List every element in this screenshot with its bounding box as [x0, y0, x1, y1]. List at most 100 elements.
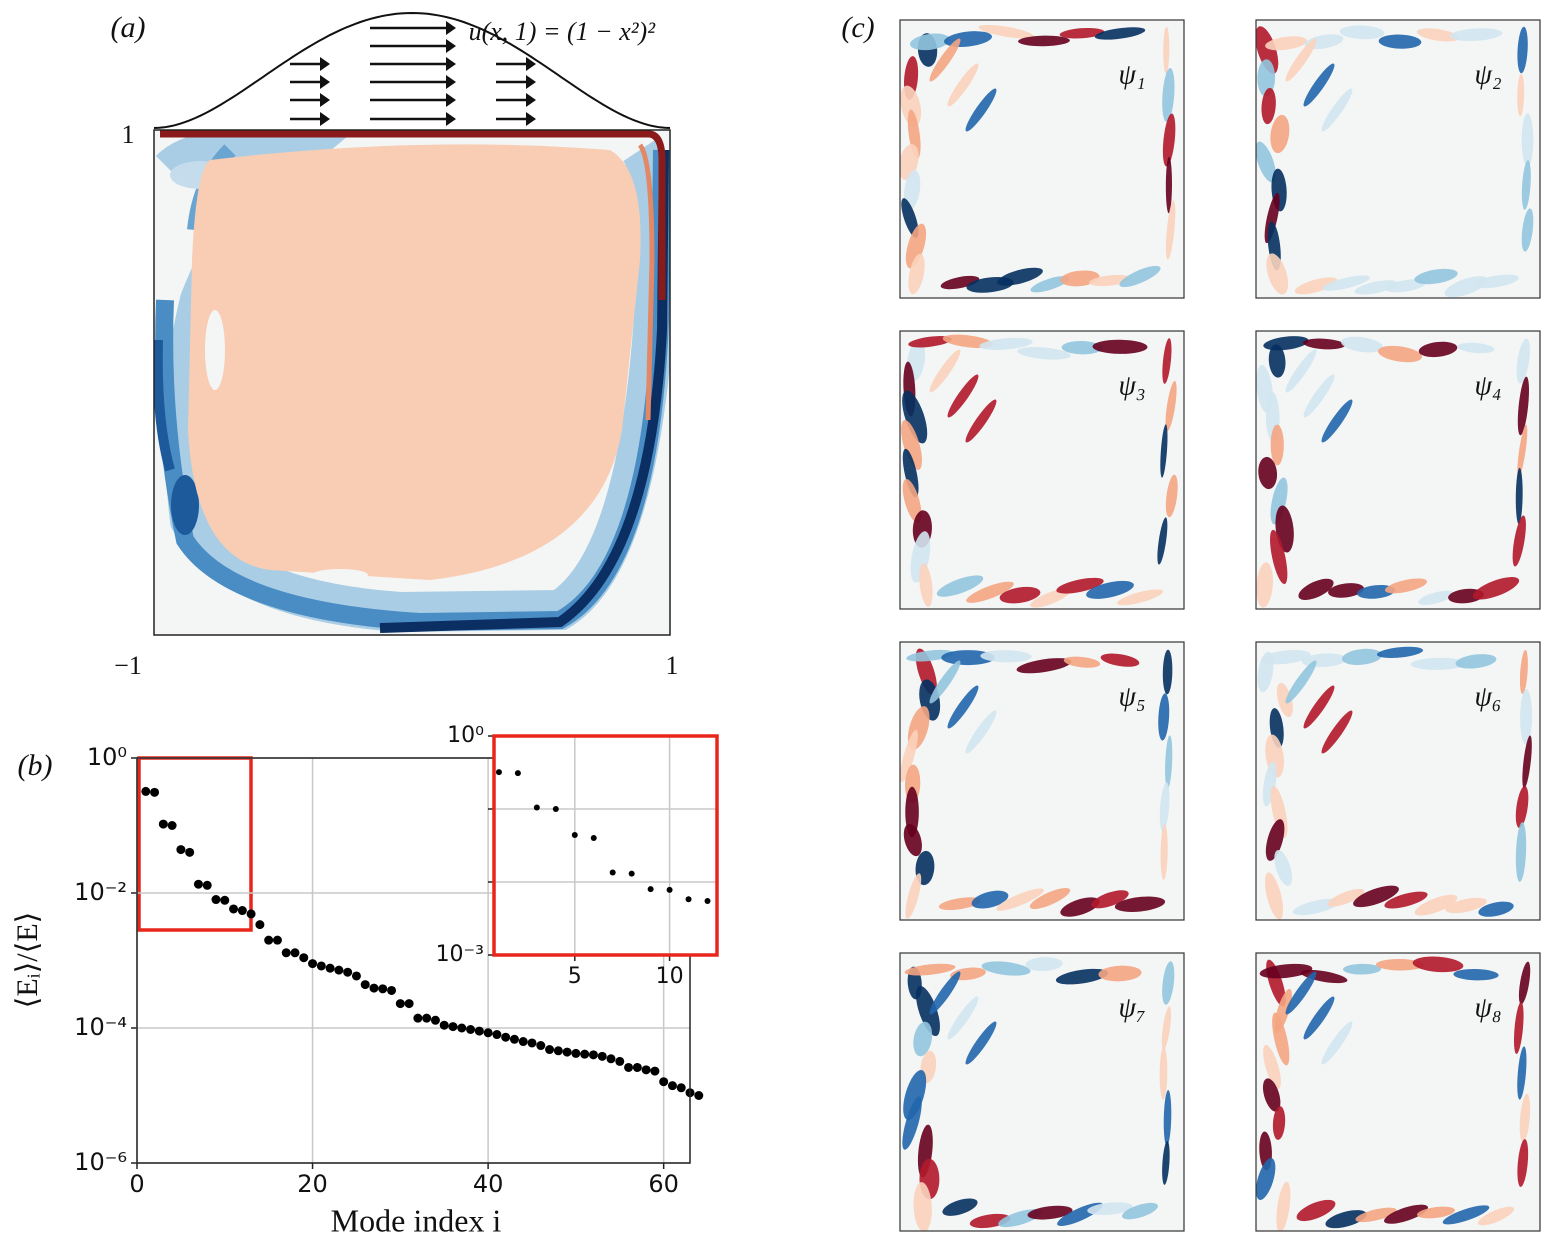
data-point: [562, 1047, 572, 1057]
mode-blob: [1325, 1210, 1367, 1229]
mode-blob: [1276, 1181, 1291, 1231]
mode-blob: [942, 1198, 978, 1216]
mode-blob: [908, 336, 952, 348]
mode-blob: [913, 1182, 932, 1231]
data-point: [694, 1091, 704, 1100]
mode-blob: [1302, 338, 1346, 350]
data-point: [360, 980, 370, 990]
mode-blob: [1517, 376, 1529, 436]
axes-frame: [492, 734, 719, 957]
mode-blob: [1162, 1141, 1170, 1185]
mode-blob: [1159, 1046, 1168, 1100]
mode-blob: [980, 650, 1032, 663]
data-point: [229, 904, 239, 914]
mode-field: [900, 642, 1184, 920]
mode-blob: [1327, 888, 1365, 907]
data-point: [553, 1046, 563, 1056]
mode-blob: [1159, 782, 1170, 832]
mode-blob: [1342, 963, 1382, 975]
y-tick-label: 10⁰: [447, 723, 484, 748]
data-point: [501, 1032, 511, 1042]
mode-blob: [1341, 648, 1383, 665]
mode-blob: [1410, 657, 1466, 670]
mode-blob: [1414, 268, 1458, 285]
mode-blob: [1521, 208, 1534, 252]
mode-blob: [1258, 456, 1278, 490]
data-point: [597, 1051, 607, 1061]
mode-field: [1256, 642, 1540, 920]
inflow-arrows: [290, 26, 532, 121]
mode-blob: [1477, 1206, 1515, 1226]
mode-blob: [1016, 658, 1072, 674]
mode-blob: [1517, 1046, 1527, 1100]
data-point: [628, 870, 635, 877]
mode-blob: [1027, 1205, 1073, 1220]
y-tick-label: 1: [122, 120, 135, 149]
mode-blob: [1375, 959, 1425, 971]
mode-label: ψ₅: [1118, 681, 1145, 712]
mode-blob: [1163, 1090, 1172, 1146]
y-axis-label: ⟨Eᵢ⟩/⟨E⟩: [11, 912, 44, 1009]
data-point: [430, 1015, 440, 1025]
mode-blob: [1160, 824, 1168, 880]
mode-blob: [929, 38, 961, 82]
panel-label: (a): [111, 11, 146, 44]
data-point: [667, 1081, 677, 1091]
mode-blob: [947, 996, 979, 1040]
data-point: [299, 953, 309, 963]
data-point: [351, 971, 361, 981]
data-point: [176, 845, 186, 855]
x-tick-label: 5: [568, 964, 582, 989]
mode-blob: [1515, 467, 1523, 525]
mode-label: ψ₇: [1118, 992, 1145, 1023]
mode-blob: [1256, 562, 1273, 608]
mode-blob: [1517, 1139, 1529, 1187]
mode-blob: [1321, 1021, 1353, 1065]
mode-frame: [899, 952, 1185, 1232]
data-point: [571, 832, 578, 839]
mode-frame: [899, 19, 1185, 299]
mode-blob: [1519, 1093, 1531, 1143]
mode-blob: [905, 873, 922, 919]
mode-blob: [1285, 660, 1317, 704]
mode-blob: [1030, 275, 1070, 293]
mode-blob: [1061, 341, 1103, 355]
mode-blob: [1513, 1002, 1524, 1054]
mode-frame: [899, 330, 1185, 610]
mode-blob: [1060, 897, 1100, 917]
data-point: [272, 935, 282, 945]
mode-blob: [1417, 1206, 1455, 1219]
data-point: [632, 1062, 642, 1072]
mode-blob: [902, 1096, 922, 1150]
mode-blob: [1100, 653, 1140, 667]
mode-blob: [1356, 585, 1396, 599]
mode-field: [1256, 953, 1540, 1231]
mode-blob: [907, 109, 921, 159]
panel-label: (c): [841, 11, 874, 44]
mode-blob: [1270, 114, 1290, 154]
data-point: [193, 879, 203, 889]
mode-blob: [1263, 1044, 1281, 1090]
data-point: [387, 985, 397, 995]
y-tick-label: 10⁰: [87, 743, 127, 771]
mode-blob: [1445, 897, 1487, 914]
mode-label: ψ₂: [1474, 59, 1501, 90]
data-point: [167, 821, 177, 830]
mode-blob: [1353, 885, 1399, 908]
mode-blob: [1453, 968, 1499, 981]
mode-blob: [1264, 872, 1284, 920]
mode-blob: [1165, 156, 1172, 214]
mode-blob: [1522, 735, 1532, 789]
mode-blob: [903, 1069, 927, 1121]
mode-blob: [1256, 141, 1276, 183]
mode-blob: [1162, 338, 1172, 384]
data-point: [395, 999, 405, 1009]
annotation: u(x, 1) = (1 − x²)²: [469, 17, 657, 46]
mode-background: [1256, 642, 1540, 920]
mode-blob: [1256, 26, 1279, 74]
mode-blob: [1412, 956, 1464, 973]
mode-blob: [1162, 68, 1175, 122]
data-point: [202, 880, 212, 890]
mode-field: [900, 953, 1184, 1231]
mode-blob: [1165, 200, 1176, 260]
